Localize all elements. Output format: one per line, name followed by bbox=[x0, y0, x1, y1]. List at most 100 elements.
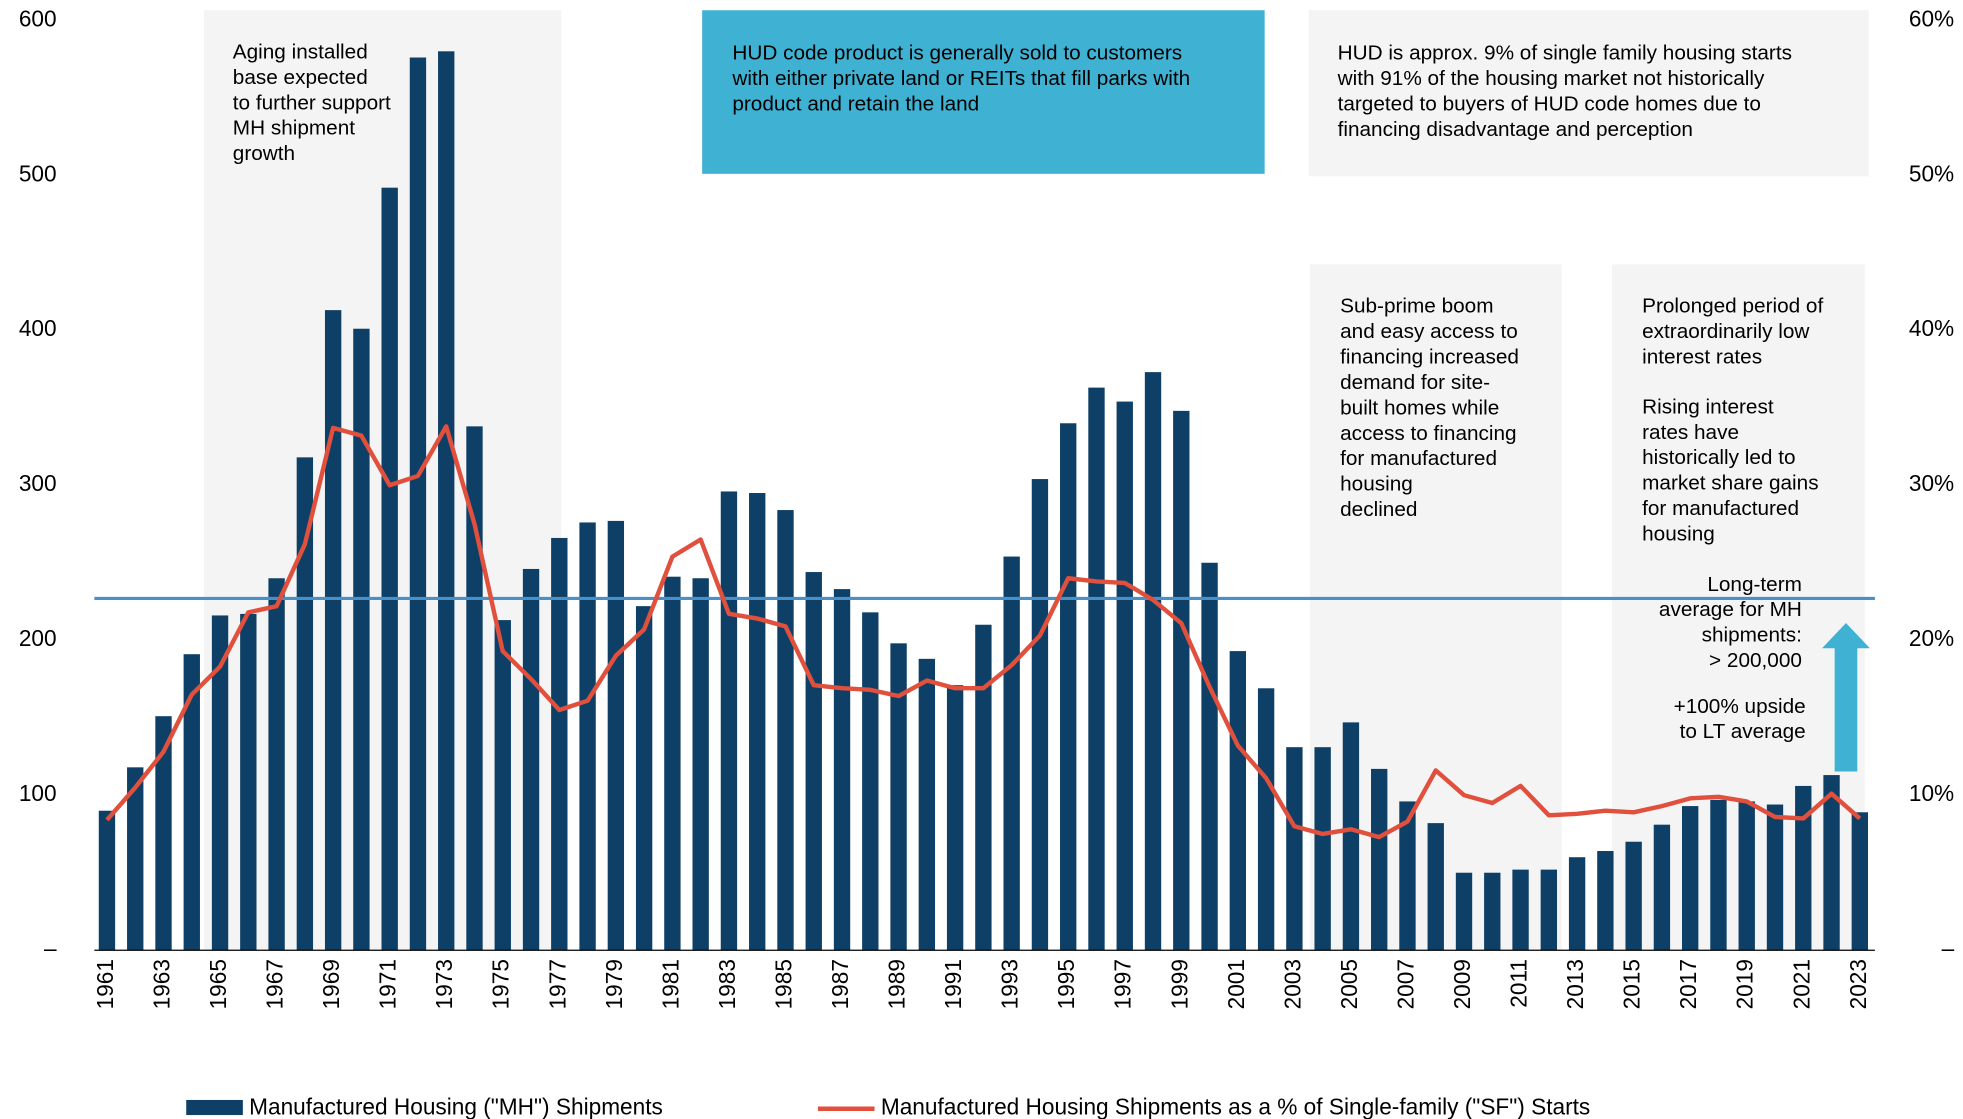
bar bbox=[946, 685, 964, 951]
y-tick-label: 500 bbox=[19, 160, 57, 186]
y2-tick-label: 10% bbox=[1909, 780, 1954, 806]
x-tick-label: 1985 bbox=[770, 959, 796, 1009]
bar bbox=[777, 510, 794, 951]
bar bbox=[833, 589, 851, 951]
y2-tick-label: 60% bbox=[1909, 5, 1954, 31]
annotation-text: average for MH bbox=[1659, 598, 1802, 621]
bar bbox=[635, 606, 653, 951]
x-tick-label: 2003 bbox=[1279, 959, 1305, 1009]
x-tick-label: 1975 bbox=[488, 959, 514, 1009]
annotation-text: built homes while bbox=[1340, 396, 1499, 419]
bar bbox=[466, 426, 483, 951]
annotation-text: > 200,000 bbox=[1709, 649, 1802, 672]
bar bbox=[1540, 869, 1558, 951]
annotation-text: base expected bbox=[233, 66, 368, 89]
y-tick-label: – bbox=[44, 935, 57, 961]
bar bbox=[551, 537, 568, 951]
annotation-text: Long-term bbox=[1707, 573, 1802, 596]
bar bbox=[98, 810, 116, 951]
x-tick-label: 1983 bbox=[714, 959, 740, 1009]
x-tick-label: 1999 bbox=[1166, 959, 1192, 1009]
annotation-text: Prolonged period of bbox=[1642, 295, 1823, 318]
bar bbox=[240, 613, 257, 951]
annotation-text: shipments: bbox=[1702, 624, 1802, 647]
arrow bbox=[1822, 623, 1870, 772]
bar bbox=[268, 578, 285, 951]
bar bbox=[1003, 556, 1020, 951]
bar bbox=[805, 572, 822, 951]
annotation-text: with 91% of the housing market not histo… bbox=[1337, 67, 1765, 90]
y-tick-label: 600 bbox=[19, 5, 57, 31]
x-tick-label: 2017 bbox=[1675, 959, 1701, 1009]
annotation-text: +100% upside bbox=[1674, 695, 1806, 718]
bar bbox=[1653, 824, 1671, 951]
x-tick-label: 1993 bbox=[997, 959, 1023, 1009]
annotation-text: and easy access to bbox=[1340, 320, 1518, 343]
bar bbox=[381, 187, 398, 951]
bar bbox=[579, 522, 596, 951]
bar bbox=[1229, 651, 1247, 951]
bar bbox=[1568, 857, 1586, 951]
x-tick-label: 2021 bbox=[1788, 959, 1814, 1009]
x-tick-label: 1969 bbox=[318, 959, 344, 1009]
y2-tick-label: 30% bbox=[1909, 470, 1954, 496]
bar bbox=[1597, 851, 1614, 951]
bar bbox=[1625, 841, 1642, 951]
annotation-text: growth bbox=[233, 142, 295, 165]
annotation-text: historically led to bbox=[1642, 446, 1795, 469]
bar bbox=[1116, 401, 1133, 951]
annotation-text: for manufactured bbox=[1340, 447, 1497, 470]
y2-tick-label: – bbox=[1942, 935, 1955, 961]
bar bbox=[1710, 799, 1727, 951]
y2-tick-label: 40% bbox=[1909, 315, 1954, 341]
annotation-text: to LT average bbox=[1680, 720, 1806, 743]
bar bbox=[409, 57, 427, 951]
x-tick-label: 1973 bbox=[431, 959, 457, 1009]
bar bbox=[1257, 688, 1275, 951]
bar bbox=[155, 716, 172, 951]
bar bbox=[127, 767, 144, 951]
bar bbox=[438, 51, 455, 951]
annotation-text: access to financing bbox=[1340, 422, 1516, 445]
annotation-text: interest rates bbox=[1642, 346, 1762, 369]
annotation-text: Rising interest bbox=[1642, 395, 1774, 418]
annotation-text: MH shipment bbox=[233, 117, 355, 140]
bar bbox=[324, 310, 342, 951]
bar bbox=[1738, 801, 1755, 951]
bar bbox=[1286, 747, 1303, 951]
x-tick-label: 1989 bbox=[884, 959, 910, 1009]
bar bbox=[522, 568, 540, 951]
x-tick-label: 1971 bbox=[375, 959, 401, 1009]
bar bbox=[1371, 768, 1388, 951]
annotation-text: housing bbox=[1642, 522, 1715, 545]
x-tick-label: 2013 bbox=[1562, 959, 1588, 1009]
x-tick-label: 1977 bbox=[544, 959, 570, 1009]
annotation-text: financing disadvantage and perception bbox=[1338, 118, 1693, 141]
bar bbox=[183, 654, 200, 951]
x-tick-label: 1967 bbox=[262, 959, 288, 1009]
bar bbox=[494, 620, 511, 951]
bar bbox=[353, 328, 370, 951]
bar bbox=[1484, 872, 1501, 951]
x-tick-label: 1997 bbox=[1110, 959, 1136, 1009]
x-tick-label: 1987 bbox=[827, 959, 853, 1009]
bar bbox=[1795, 785, 1812, 951]
bar bbox=[1342, 722, 1360, 951]
bar bbox=[1031, 479, 1049, 951]
x-tick-label: 2023 bbox=[1845, 959, 1871, 1009]
y2-tick-label: 50% bbox=[1909, 160, 1954, 186]
bar bbox=[1060, 423, 1077, 951]
x-tick-label: 1991 bbox=[940, 959, 966, 1009]
bar bbox=[1823, 775, 1840, 951]
x-tick-label: 2011 bbox=[1506, 959, 1532, 1008]
callout-box bbox=[1308, 10, 1869, 177]
bar bbox=[1173, 410, 1190, 951]
annotation-text: rates have bbox=[1642, 421, 1739, 444]
x-tick-label: 1979 bbox=[601, 959, 627, 1009]
y-tick-label: 100 bbox=[19, 780, 57, 806]
bar bbox=[1851, 812, 1868, 951]
legend-swatch bbox=[186, 1099, 243, 1116]
annotation-text: financing increased bbox=[1340, 346, 1519, 369]
bar bbox=[975, 624, 992, 951]
